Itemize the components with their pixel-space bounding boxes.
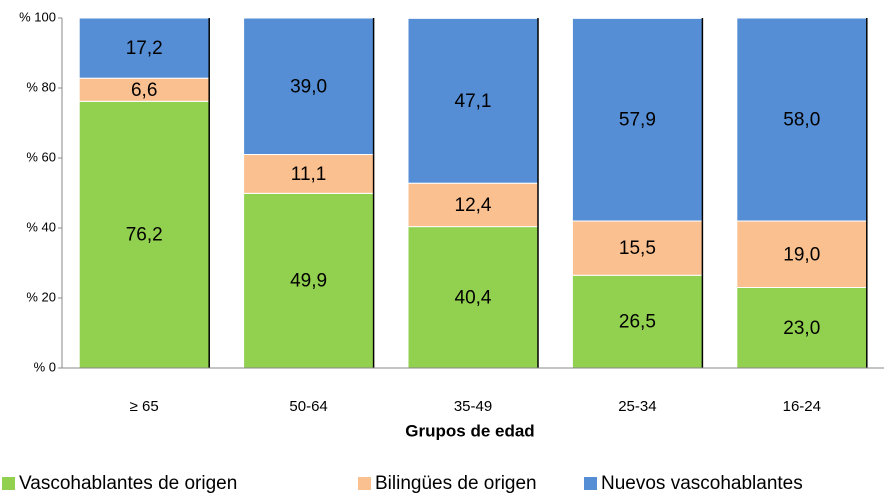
x-tick-label: 35-49 <box>454 398 492 415</box>
data-label: 12,4 <box>455 195 492 216</box>
data-label: 40,4 <box>455 287 492 308</box>
data-label: 57,9 <box>619 110 656 131</box>
legend-swatch <box>2 477 15 490</box>
data-label: 17,2 <box>126 38 163 59</box>
x-tick-label: 16-24 <box>783 398 821 415</box>
legend-swatch <box>584 477 597 490</box>
x-axis-title: Grupos de edad <box>405 421 534 440</box>
bar-segment <box>78 100 210 369</box>
y-tick-label: % 80 <box>26 79 56 94</box>
data-label: 76,2 <box>126 225 163 246</box>
legend-swatch <box>358 477 371 490</box>
bar-segment <box>736 220 868 288</box>
data-label: 15,5 <box>619 238 656 259</box>
bar-segment <box>571 17 703 222</box>
bar-segment <box>736 17 868 222</box>
y-tick-label: % 20 <box>26 289 56 304</box>
bar-segment <box>736 287 868 369</box>
data-label: 11,1 <box>291 164 327 185</box>
data-label: 23,0 <box>783 318 820 339</box>
legend-label: Vascohablantes de origen <box>19 473 237 494</box>
bar-segment <box>407 226 539 369</box>
y-tick-label: % 60 <box>26 149 56 164</box>
bar-segment <box>571 220 703 276</box>
data-label: 26,5 <box>619 312 656 333</box>
bar-segment <box>78 17 210 79</box>
legend-label: Nuevos vascohablantes <box>601 473 803 494</box>
bar-segment <box>243 154 375 194</box>
legend-label: Bilingües de origen <box>375 473 537 494</box>
bar-segment <box>243 17 375 155</box>
data-label: 58,0 <box>783 110 820 131</box>
x-tick-label: 25-34 <box>618 398 656 415</box>
y-tick-label: % 40 <box>26 219 56 234</box>
data-label: 19,0 <box>783 244 820 265</box>
y-tick-label: % 0 <box>34 359 56 374</box>
data-label: 47,1 <box>455 91 492 112</box>
y-tick-label: % 100 <box>19 9 56 24</box>
data-label: 6,6 <box>131 80 157 101</box>
data-label: 39,0 <box>290 76 327 97</box>
data-label: 49,9 <box>290 271 327 292</box>
x-tick-label: ≥ 65 <box>130 398 159 415</box>
x-tick-label: 50-64 <box>289 398 327 415</box>
